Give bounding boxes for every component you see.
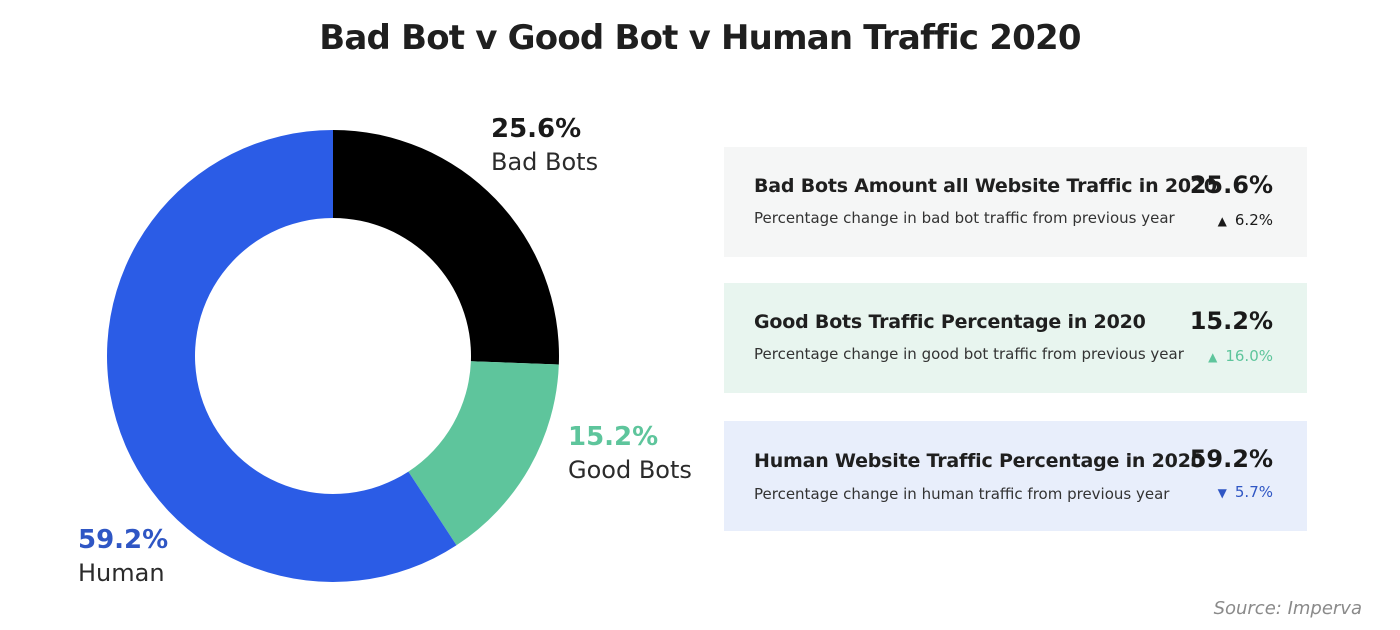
card-value: 25.6% — [1189, 171, 1273, 199]
card-subtitle: Percentage change in good bot traffic fr… — [754, 345, 1184, 363]
card-bad-bots: Bad Bots Amount all Website Traffic in 2… — [724, 147, 1307, 257]
card-title: Bad Bots Amount all Website Traffic in 2… — [754, 175, 1217, 197]
card-value: 15.2% — [1189, 307, 1273, 335]
card-change-value: 16.0% — [1225, 347, 1273, 365]
slice-human — [106, 130, 457, 582]
good-bots-percent: 15.2% — [568, 422, 659, 452]
slice-label-bad-bots: 25.6% Bad Bots — [491, 116, 598, 174]
good-bots-name: Good Bots — [568, 456, 692, 484]
card-title: Human Website Traffic Percentage in 2020 — [754, 450, 1204, 472]
source-note: Source: Imperva — [1213, 598, 1362, 619]
chart-title: Bad Bot v Good Bot v Human Traffic 2020 — [319, 18, 1081, 58]
human-name: Human — [78, 559, 165, 587]
bad-bots-percent: 25.6% — [491, 114, 582, 144]
card-good-bots: Good Bots Traffic Percentage in 2020 Per… — [724, 283, 1307, 393]
card-change: ▲ 16.0% — [1208, 347, 1273, 365]
card-subtitle: Percentage change in bad bot traffic fro… — [754, 209, 1175, 227]
slice-good-bots — [408, 361, 559, 546]
slice-bad-bots — [333, 130, 559, 365]
card-change-value: 5.7% — [1234, 483, 1273, 501]
card-change-value: 6.2% — [1234, 211, 1273, 229]
card-value: 59.2% — [1189, 445, 1273, 473]
arrow-up-icon: ▲ — [1217, 214, 1227, 228]
slice-label-good-bots: 15.2% Good Bots — [568, 424, 692, 482]
card-subtitle: Percentage change in human traffic from … — [754, 485, 1170, 503]
human-percent: 59.2% — [78, 525, 169, 555]
card-change: ▼ 5.7% — [1218, 483, 1273, 501]
arrow-up-icon: ▲ — [1208, 350, 1218, 364]
card-change: ▲ 6.2% — [1218, 211, 1273, 229]
slice-label-human: 59.2% Human — [78, 527, 168, 585]
bad-bots-name: Bad Bots — [491, 148, 599, 176]
card-title: Good Bots Traffic Percentage in 2020 — [754, 311, 1146, 333]
card-human: Human Website Traffic Percentage in 2020… — [724, 421, 1307, 531]
donut-chart — [106, 130, 559, 582]
arrow-down-icon: ▼ — [1217, 486, 1227, 500]
